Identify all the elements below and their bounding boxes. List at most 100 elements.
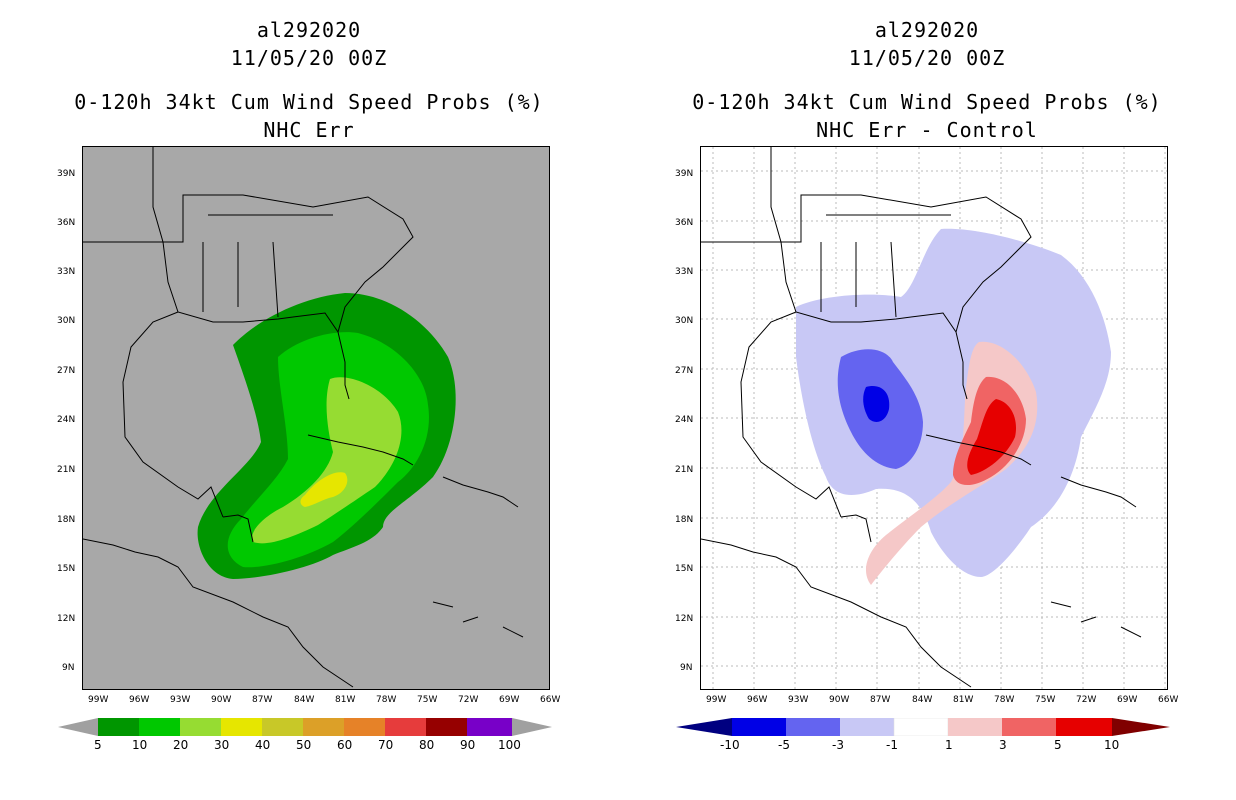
- colorbar-arrow-low: [58, 718, 98, 736]
- map-canvas: [82, 147, 549, 689]
- colorbar-bin: [893, 718, 949, 736]
- colorbar-bin: [732, 718, 786, 736]
- lon-label: 81W: [953, 695, 974, 705]
- lon-label: 90W: [829, 695, 850, 705]
- lon-label: 84W: [912, 695, 933, 705]
- lat-label: 36N: [57, 218, 76, 228]
- colorbar-label: 5: [1054, 738, 1062, 752]
- colorbar-label: 40: [255, 738, 271, 752]
- right-panel: al292020 11/05/20 00Z 0-120h 34kt Cum Wi…: [618, 0, 1236, 800]
- lat-label: 27N: [57, 366, 76, 376]
- product-title: 0-120h 34kt Cum Wind Speed Probs (%): [692, 90, 1162, 114]
- coastlines: [82, 147, 524, 688]
- colorbar-label: 60: [337, 738, 353, 752]
- contour-neg5: [863, 386, 890, 422]
- storm-id-title: al292020: [256, 18, 362, 42]
- colorbar: [676, 718, 1170, 736]
- lon-label: 90W: [211, 695, 232, 705]
- lon-label: 93W: [788, 695, 809, 705]
- contour-pos5: [967, 399, 1017, 475]
- lat-label: 9N: [680, 663, 693, 673]
- colorbar-bin: [221, 718, 262, 736]
- lat-label: 30N: [57, 316, 76, 326]
- lat-label: 24N: [57, 415, 76, 425]
- lat-label: 33N: [57, 267, 76, 277]
- colorbar-label: -10: [720, 738, 740, 752]
- subtitle: NHC Err: [263, 118, 355, 142]
- colorbar-arrow-high: [1112, 718, 1170, 736]
- colorbar-bin: [426, 718, 467, 736]
- colorbar-label: 90: [460, 738, 476, 752]
- difference-map: [700, 146, 1168, 690]
- lon-label: 81W: [335, 695, 356, 705]
- colorbar-bin: [180, 718, 221, 736]
- colorbar-label: 50: [296, 738, 312, 752]
- lon-label: 87W: [870, 695, 891, 705]
- date-title: 11/05/20 00Z: [230, 46, 388, 70]
- colorbar-label: 1: [945, 738, 953, 752]
- lat-label: 21N: [675, 465, 694, 475]
- lon-label: 96W: [747, 695, 768, 705]
- colorbar-label: -3: [832, 738, 844, 752]
- colorbar-label: 30: [214, 738, 230, 752]
- colorbar-arrow-low: [676, 718, 732, 736]
- colorbar-bin: [840, 718, 894, 736]
- colorbar-label: 10: [132, 738, 148, 752]
- lat-label: 30N: [675, 316, 694, 326]
- colorbar-bin: [344, 718, 385, 736]
- colorbar-bin: [139, 718, 180, 736]
- colorbar-bin: [1056, 718, 1112, 736]
- lat-label: 33N: [675, 267, 694, 277]
- colorbar-bin: [262, 718, 303, 736]
- colorbar-label: 20: [173, 738, 189, 752]
- lat-label: 39N: [675, 169, 694, 179]
- colorbar-label: -1: [886, 738, 898, 752]
- contour-30: [300, 472, 348, 507]
- lon-label: 66W: [1158, 695, 1179, 705]
- lon-label: 66W: [540, 695, 561, 705]
- colorbar-bin: [948, 718, 1002, 736]
- colorbar-label: 80: [419, 738, 435, 752]
- contour-10: [227, 332, 429, 568]
- map-canvas: [700, 147, 1167, 689]
- date-title: 11/05/20 00Z: [848, 46, 1006, 70]
- coastlines: [700, 147, 1142, 688]
- colorbar-label: 3: [999, 738, 1007, 752]
- colorbar-label: 10: [1104, 738, 1120, 752]
- probability-map: [82, 146, 550, 690]
- lat-label: 18N: [675, 515, 694, 525]
- lat-label: 36N: [675, 218, 694, 228]
- lon-label: 78W: [994, 695, 1015, 705]
- lon-label: 84W: [294, 695, 315, 705]
- lon-label: 99W: [88, 695, 109, 705]
- product-title: 0-120h 34kt Cum Wind Speed Probs (%): [74, 90, 544, 114]
- storm-id-title: al292020: [874, 18, 980, 42]
- colorbar-arrow-high: [512, 718, 552, 736]
- colorbar-bin: [385, 718, 426, 736]
- lon-label: 87W: [252, 695, 273, 705]
- colorbar-bin: [786, 718, 840, 736]
- lon-label: 75W: [417, 695, 438, 705]
- contour-20: [252, 377, 402, 544]
- lon-label: 75W: [1035, 695, 1056, 705]
- lon-label: 69W: [1117, 695, 1138, 705]
- colorbar: [58, 718, 552, 736]
- subtitle: NHC Err - Control: [816, 118, 1038, 142]
- colorbar-bin: [467, 718, 512, 736]
- lat-label: 15N: [675, 564, 694, 574]
- lon-label: 72W: [1076, 695, 1097, 705]
- colorbar-label: 5: [94, 738, 102, 752]
- colorbar-bin: [1002, 718, 1056, 736]
- left-panel: al292020 11/05/20 00Z 0-120h 34kt Cum Wi…: [57, 18, 561, 752]
- lat-label: 15N: [57, 564, 76, 574]
- colorbar-label: 100: [498, 738, 521, 752]
- colorbar-label: -5: [778, 738, 790, 752]
- lon-label: 78W: [376, 695, 397, 705]
- lat-label: 21N: [57, 465, 76, 475]
- difference-shading: [796, 228, 1111, 585]
- lon-label: 69W: [499, 695, 520, 705]
- lon-label: 99W: [706, 695, 727, 705]
- colorbar-label: 70: [378, 738, 394, 752]
- probability-shading: [197, 293, 456, 579]
- lon-label: 72W: [458, 695, 479, 705]
